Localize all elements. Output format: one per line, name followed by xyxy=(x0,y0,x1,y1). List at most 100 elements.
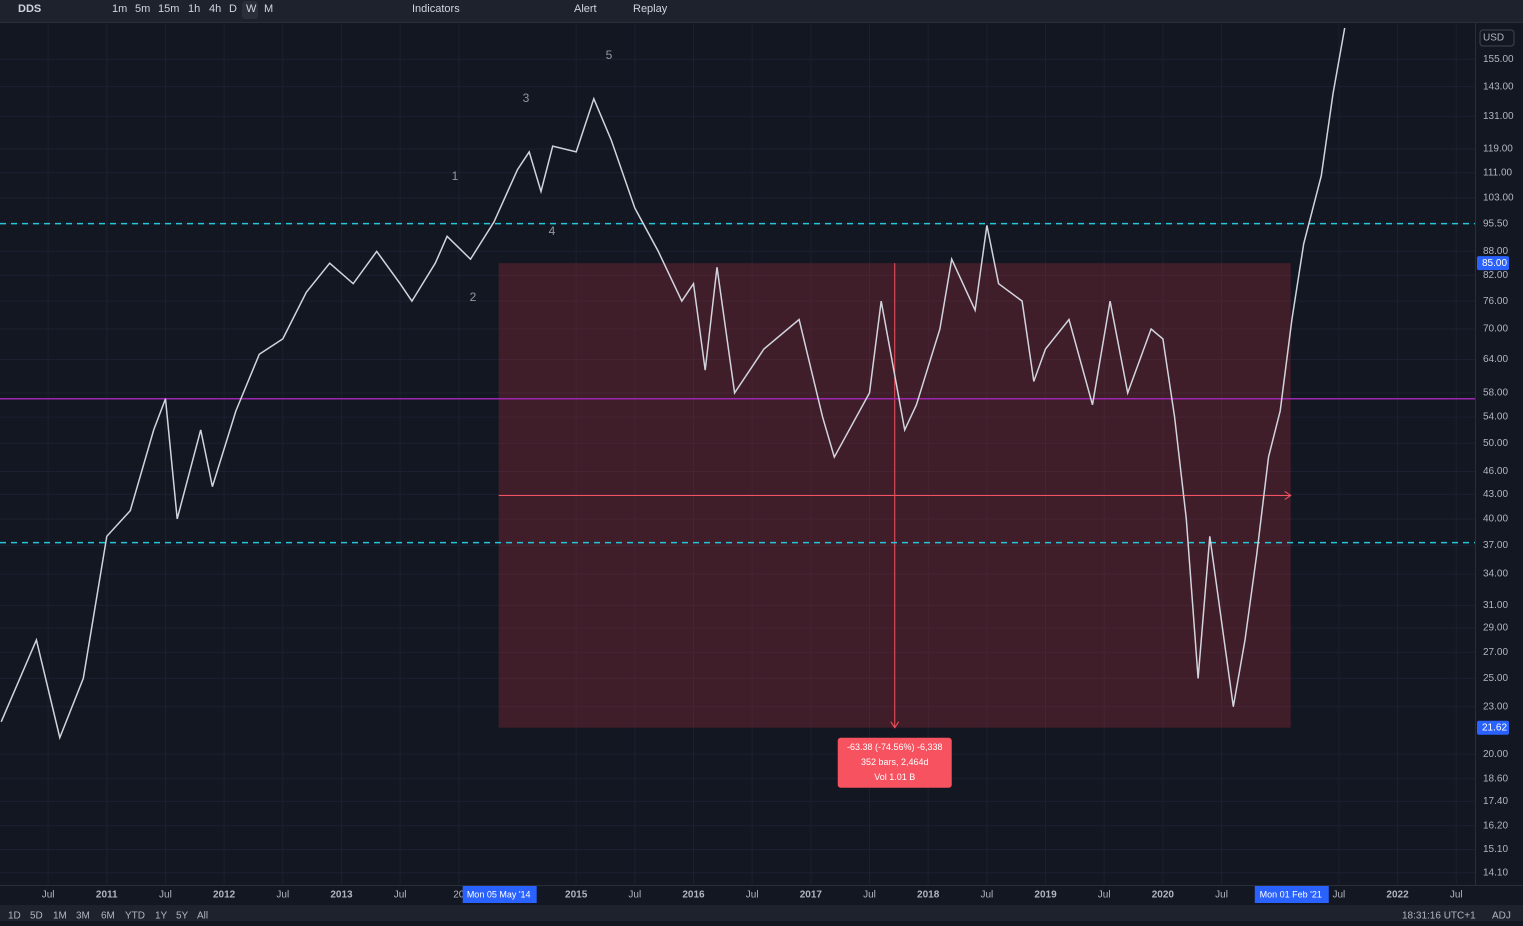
x-tick-label: Jul xyxy=(746,890,759,901)
arrow-head xyxy=(890,721,900,729)
price-marker-label: 85.00 xyxy=(1482,258,1507,269)
x-tick-label: 2013 xyxy=(330,890,353,901)
range-info-box xyxy=(837,737,952,788)
y-tick-label: 111.00 xyxy=(1483,167,1513,178)
range-info-text: Vol 1.01 B xyxy=(874,772,915,782)
interval-button[interactable]: 4h xyxy=(209,3,221,15)
wave-label: 3 xyxy=(523,91,530,105)
x-tick-label: Jul xyxy=(863,890,876,901)
indicators-button[interactable]: Indicators xyxy=(412,3,460,15)
top-toolbar xyxy=(0,0,1523,22)
currency[interactable]: USD xyxy=(1483,33,1504,44)
y-tick-label: 15.10 xyxy=(1483,844,1508,855)
range-button[interactable]: All xyxy=(197,911,208,922)
arrow-head xyxy=(1284,491,1292,500)
x-tick-label: Jul xyxy=(1215,890,1228,901)
y-tick-label: 27.00 xyxy=(1483,647,1508,658)
price-marker-box xyxy=(1477,720,1509,735)
y-tick-label: 88.00 xyxy=(1483,246,1508,257)
interval-button[interactable]: 1m xyxy=(112,3,127,15)
x-tick-label: Jul xyxy=(276,890,289,901)
x-tick-label: Jul xyxy=(1332,890,1345,901)
y-tick-label: 76.00 xyxy=(1483,296,1508,307)
y-tick-label: 143.00 xyxy=(1483,81,1514,92)
range-button[interactable]: 1D xyxy=(8,911,21,922)
y-tick-label: 119.00 xyxy=(1483,144,1513,155)
interval-button[interactable]: M xyxy=(264,3,273,15)
range-info-text: -63.38 (-74.56%) -6,338 xyxy=(847,742,943,752)
x-tick-label: Jul xyxy=(1098,890,1111,901)
x-tick-label: 2020 xyxy=(1152,890,1175,901)
x-tick-label: Jul xyxy=(42,890,55,901)
x-tick-label: 2018 xyxy=(917,890,940,901)
time-marker-label: Mon 05 May '14 xyxy=(467,889,531,899)
bottom-bar xyxy=(0,905,1523,921)
x-tick-label: Jul xyxy=(1450,890,1463,901)
wave-label: 2 xyxy=(470,290,477,304)
range-button[interactable]: 5Y xyxy=(176,911,189,922)
interval-button[interactable]: D xyxy=(229,3,237,15)
replay-button[interactable]: Replay xyxy=(633,3,668,15)
currency-box[interactable] xyxy=(1479,29,1515,47)
alert-button[interactable]: Alert xyxy=(574,3,597,15)
x-tick-label: Jul xyxy=(980,890,993,901)
y-tick-label: 131.00 xyxy=(1483,111,1514,122)
x-tick-label: 2011 xyxy=(96,890,118,901)
y-tick-label: 95.50 xyxy=(1483,218,1508,229)
y-tick-label: 25.00 xyxy=(1483,673,1508,684)
y-tick-label: 43.00 xyxy=(1483,489,1508,500)
interval-button[interactable]: 15m xyxy=(158,3,179,15)
y-tick-label: 31.00 xyxy=(1483,600,1508,611)
interval-button[interactable]: 5m xyxy=(135,3,150,15)
y-tick-label: 103.00 xyxy=(1483,193,1514,204)
time-marker-box xyxy=(1254,886,1329,903)
range-button[interactable]: YTD xyxy=(125,911,145,922)
y-tick-label: 16.20 xyxy=(1483,820,1508,831)
interval-active xyxy=(242,1,258,19)
range-button[interactable]: 1M xyxy=(53,911,67,922)
y-tick-label: 58.00 xyxy=(1483,387,1508,398)
wave-label: 1 xyxy=(452,169,459,183)
wave-label: 5 xyxy=(606,48,613,62)
y-tick-label: 54.00 xyxy=(1483,412,1508,423)
interval-button[interactable]: 1h xyxy=(188,3,200,15)
x-tick-label: 20 xyxy=(453,890,465,901)
x-tick-label: 2017 xyxy=(800,890,823,901)
y-tick-label: 64.00 xyxy=(1483,354,1508,365)
y-tick-label: 40.00 xyxy=(1483,514,1508,525)
y-tick-label: 20.00 xyxy=(1483,749,1508,760)
range-button[interactable]: 6M xyxy=(101,911,115,922)
y-tick-label: 50.00 xyxy=(1483,438,1508,449)
range-button[interactable]: 3M xyxy=(76,911,90,922)
y-tick-label: 18.60 xyxy=(1483,773,1508,784)
x-tick-label: 2019 xyxy=(1034,890,1057,901)
price-axis xyxy=(1475,23,1523,885)
x-tick-label: Jul xyxy=(628,890,641,901)
time-marker-label: Mon 01 Feb '21 xyxy=(1260,889,1322,899)
price-marker-label: 21.62 xyxy=(1482,722,1507,733)
x-tick-label: Jul xyxy=(159,890,172,901)
x-tick-label: 2012 xyxy=(213,890,236,901)
time-axis xyxy=(0,885,1523,905)
x-tick-label: Jul xyxy=(394,890,407,901)
x-tick-label: 2016 xyxy=(682,890,705,901)
symbol[interactable]: DDS xyxy=(18,3,41,15)
y-tick-label: 155.00 xyxy=(1483,54,1514,65)
range-button[interactable]: 5D xyxy=(30,911,43,922)
range-button[interactable]: 1Y xyxy=(155,911,168,922)
y-tick-label: 37.00 xyxy=(1483,540,1508,551)
time-marker-box xyxy=(462,886,537,903)
y-tick-label: 23.00 xyxy=(1483,701,1508,712)
price-line xyxy=(0,27,1346,741)
clock: 18:31:16 UTC+1 xyxy=(1402,911,1476,921)
adj-toggle[interactable]: ADJ xyxy=(1492,911,1511,922)
price-marker-box xyxy=(1477,256,1509,271)
y-tick-label: 34.00 xyxy=(1483,569,1508,580)
y-tick-label: 82.00 xyxy=(1483,270,1508,281)
interval-button[interactable]: W xyxy=(246,3,257,15)
y-tick-label: 70.00 xyxy=(1483,324,1508,335)
y-tick-label: 17.40 xyxy=(1483,796,1508,807)
x-tick-label: 2015 xyxy=(565,890,588,901)
